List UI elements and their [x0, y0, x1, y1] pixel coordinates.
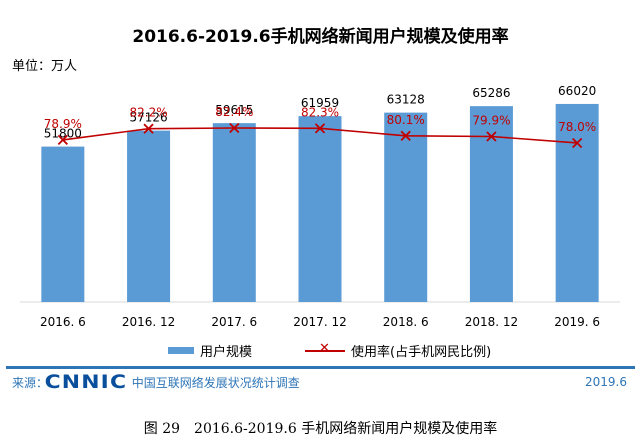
rate-marker-6	[486, 131, 497, 142]
caption-number: 图 29	[143, 421, 181, 437]
bar-7	[555, 103, 599, 302]
rate-marker-4	[314, 123, 326, 134]
footer-divider	[6, 366, 635, 369]
bar-value-label-6: 65286	[472, 86, 510, 100]
bar-6	[469, 106, 513, 302]
bar-4	[298, 116, 342, 302]
x-tick-label-7: 2019. 6	[554, 315, 600, 329]
caption-text: 2016.6-2019.6 手机网络新闻用户规模及使用率	[194, 421, 498, 437]
rate-marker-3	[229, 122, 240, 134]
legend-swatch-bar	[168, 347, 194, 354]
rate-marker-2	[143, 123, 154, 134]
x-tick-label-6: 2018. 12	[465, 315, 518, 329]
unit-label: 单位：万人	[12, 59, 78, 74]
bar-value-label-2: 57126	[129, 111, 167, 125]
legend-swatch-line	[305, 341, 345, 358]
rate-value-label-2: 82.2%	[130, 106, 168, 120]
bar-1	[41, 146, 85, 302]
x-tick-label-4: 2017. 12	[293, 315, 346, 329]
bar-3	[212, 123, 256, 302]
legend-item-bar: 用户规模	[168, 341, 252, 360]
bar-5	[384, 112, 428, 302]
bar-2	[127, 130, 171, 302]
figure-caption: 图 29 2016.6-2019.6 手机网络新闻用户规模及使用率	[0, 418, 641, 438]
bar-value-label-4: 61959	[301, 96, 339, 110]
bar-value-label-5: 63128	[387, 93, 425, 107]
rate-value-label-3: 82.4%	[215, 105, 253, 119]
x-tick-label-1: 2016. 6	[40, 315, 86, 329]
rate-value-label-6: 79.9%	[472, 114, 510, 128]
legend-label-line: 使用率(占手机网民比例)	[351, 345, 492, 360]
rate-value-label-4: 82.3%	[301, 105, 339, 119]
rate-value-label-5: 80.1%	[387, 113, 425, 127]
rate-marker-7	[572, 137, 583, 149]
source-org: 中国互联网络发展状况统计调查	[131, 375, 300, 390]
bar-value-label-1: 51800	[44, 127, 82, 141]
rate-marker-5	[400, 130, 411, 141]
legend-item-line: 使用率(占手机网民比例)	[305, 341, 491, 360]
x-tick-label-3: 2017. 6	[211, 315, 257, 329]
rate-value-label-1: 78.9%	[44, 117, 82, 131]
x-tick-label-5: 2018. 6	[383, 315, 429, 329]
chart-figure: 2016.6-2019.6手机网络新闻用户规模及使用率 单位：万人 51800 2…	[0, 0, 641, 400]
legend-label-bar: 用户规模	[200, 345, 253, 360]
chart-footer: 来源： CNNIC 中国互联网络发展状况统计调查 2019.6	[12, 371, 627, 393]
chart-plot: 51800 2016. 6 57126 2016. 12 59615 2017. 6 619…	[20, 84, 620, 329]
cnnic-logo: CNNIC	[44, 371, 128, 393]
rate-value-label-7: 78.0%	[558, 120, 596, 134]
x-tick-label-2: 2016. 12	[122, 315, 175, 329]
chart-title: 2016.6-2019.6手机网络新闻用户规模及使用率	[132, 27, 509, 47]
footer-date: 2019.6	[585, 375, 627, 389]
bar-value-label-7: 66020	[558, 84, 596, 98]
bar-value-label-3: 59615	[215, 103, 253, 117]
source-label: 来源：	[12, 375, 49, 390]
rate-marker-1	[57, 134, 68, 146]
